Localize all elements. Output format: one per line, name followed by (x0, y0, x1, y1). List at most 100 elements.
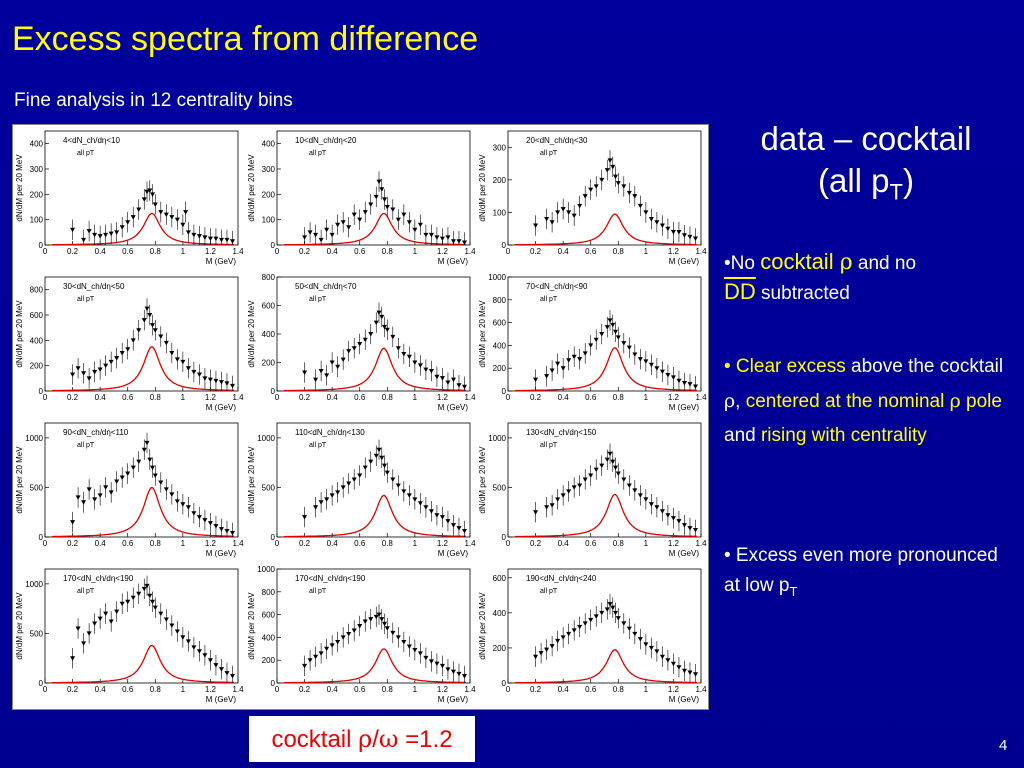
x-tick-label: 1 (412, 685, 417, 694)
pt-note: all pT (309, 296, 327, 303)
data-point (648, 645, 654, 651)
data-point (147, 188, 153, 194)
data-point (163, 340, 169, 346)
data-point (130, 215, 136, 220)
data-point (136, 207, 142, 213)
x-tick-label: 1 (644, 393, 649, 402)
data-point (411, 497, 417, 502)
data-point (163, 617, 169, 623)
y-tick-label: 200 (261, 190, 275, 199)
data-point (384, 327, 390, 333)
pt-note: all pT (540, 296, 558, 303)
x-tick-label: 1.4 (232, 685, 244, 694)
x-axis-label: M (GeV) (206, 257, 237, 266)
data-point (150, 192, 156, 197)
data-point (81, 500, 87, 505)
y-tick-label: 100 (261, 216, 275, 225)
x-tick-label: 0.2 (67, 685, 79, 694)
data-point (97, 234, 103, 239)
data-point (97, 616, 103, 622)
data-point (687, 382, 693, 387)
plot-frame (276, 130, 470, 246)
data-point (163, 487, 169, 492)
x-tick-label: 1 (644, 685, 649, 694)
data-point (607, 318, 613, 323)
spectrum-panel-2: 0 100 200 300 400 0 0.2 0.4 0.6 0.8 1 1.2 1.4 M (GeV)… (245, 125, 476, 271)
x-tick-label: 0.2 (299, 393, 311, 402)
data-point (329, 493, 335, 498)
data-point (207, 377, 213, 383)
x-tick-label: 0.6 (585, 247, 597, 256)
data-point (626, 483, 632, 488)
x-tick-label: 0.2 (67, 393, 79, 402)
y-tick-label: 500 (493, 483, 507, 492)
data-point (533, 510, 539, 515)
data-point (444, 519, 450, 524)
data-point (367, 332, 373, 337)
data-point (180, 635, 186, 640)
x-tick-label: 0.8 (381, 393, 393, 402)
data-point (144, 189, 150, 195)
data-point (376, 612, 382, 618)
data-point (196, 515, 202, 520)
data-point (637, 203, 643, 209)
data-point (202, 235, 208, 240)
data-point (213, 236, 219, 242)
data-point (455, 671, 461, 677)
x-tick-label: 1.4 (464, 393, 476, 402)
x-tick-label: 0.6 (585, 539, 597, 548)
spectrum-plot-8: 0 500 1000 0 0.2 0.4 0.6 0.8 1 1.2 1.4M (GeV) dN/dM… (247, 422, 476, 558)
data-point (207, 658, 213, 663)
data-point (318, 369, 324, 374)
bullet1-cocktail: cocktail (760, 249, 840, 274)
x-axis-label: M (GeV) (437, 549, 468, 558)
data-point (340, 220, 346, 225)
data-point (141, 447, 147, 453)
x-tick-label: 1.2 (668, 539, 680, 548)
data-point (604, 457, 610, 463)
y-axis-label: dN/dM per 20 MeV (247, 154, 256, 222)
y-tick-label: 0 (270, 387, 275, 396)
summary-heading: data – cocktail (all pT) (716, 118, 1016, 214)
data-point (169, 623, 175, 629)
data-point (692, 236, 698, 241)
data-point (533, 223, 539, 228)
data-point (376, 447, 382, 453)
data-point (351, 212, 357, 218)
data-point (439, 376, 445, 381)
data-point (665, 226, 671, 232)
data-point (340, 357, 346, 363)
data-point (417, 651, 423, 656)
data-point (229, 674, 235, 679)
data-point (213, 524, 219, 529)
cocktail-rho-curve (283, 494, 466, 538)
data-point (174, 629, 180, 634)
data-point (150, 599, 156, 605)
data-point (692, 672, 698, 677)
data-point (301, 370, 307, 375)
x-tick-label: 1.2 (668, 393, 680, 402)
x-tick-label: 1.2 (436, 247, 448, 256)
spectrum-panel-6: 0 200 400 600 800 1000 0 0.2 0.4 0.6 0.8 1 1.2 1.4 M (… (476, 271, 707, 417)
data-point (593, 337, 599, 343)
x-tick-label: 0.4 (95, 393, 107, 402)
spectrum-panel-4: 0 200 400 600 800 0 0.2 0.4 0.6 0.8 1 1.2 1.4 M (GeV)… (13, 271, 244, 417)
data-point (455, 526, 461, 531)
x-tick-label: 0.8 (381, 247, 393, 256)
x-tick-label: 0.4 (95, 247, 107, 256)
data-point (692, 384, 698, 389)
data-point (318, 651, 324, 656)
centrality-bin-label: 130<dN_ch/dη<150 (526, 428, 597, 437)
data-point (136, 328, 142, 333)
x-tick-label: 0.6 (122, 685, 134, 694)
data-point (345, 225, 351, 230)
y-tick-label: 400 (493, 341, 507, 350)
data-point (92, 370, 98, 375)
data-point (312, 377, 318, 383)
pt-note: all pT (309, 588, 327, 595)
x-tick-label: 1.4 (464, 685, 476, 694)
data-point (207, 236, 213, 242)
x-tick-label: 1.2 (668, 685, 680, 694)
data-point (340, 635, 346, 640)
x-axis-label: M (GeV) (206, 403, 237, 412)
